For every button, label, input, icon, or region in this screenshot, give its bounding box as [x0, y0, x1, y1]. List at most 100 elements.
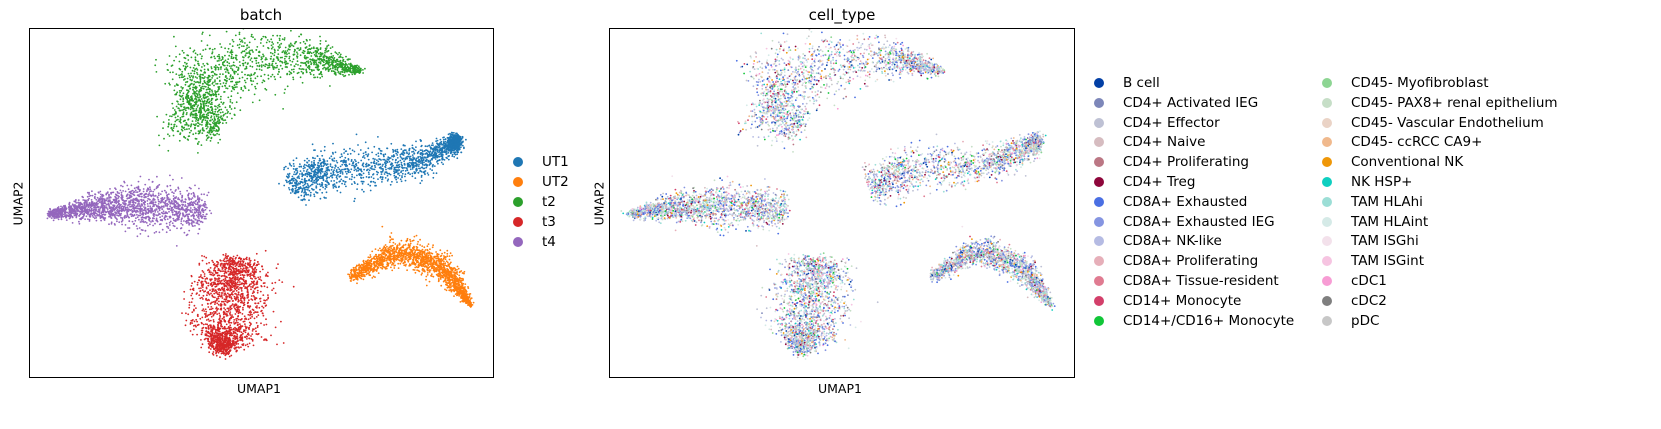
scatter-point: [315, 185, 318, 188]
scatter-point: [277, 53, 280, 55]
scatter-point: [376, 173, 379, 176]
scatter-point: [220, 66, 223, 68]
scatter-point: [261, 268, 264, 271]
scatter-point: [210, 302, 212, 305]
scatter-point: [250, 283, 253, 285]
scatter-point: [174, 45, 177, 48]
scatter-point: [226, 116, 229, 118]
scatter-point: [236, 86, 238, 88]
scatter-point: [127, 188, 130, 191]
scatter-point: [217, 295, 220, 298]
scatter-point: [406, 259, 409, 262]
scatter-point: [206, 334, 208, 337]
scatter-point: [216, 313, 219, 315]
scatter-point: [296, 53, 299, 55]
scatter-point: [345, 172, 348, 175]
scatter-point: [425, 284, 428, 287]
scatter-point: [183, 126, 186, 129]
scatter-point: [242, 29, 245, 30]
scatter-point: [193, 217, 195, 220]
scatter-point: [432, 176, 435, 179]
scatter-point: [355, 133, 358, 136]
scatter-point: [420, 145, 423, 148]
scatter-point: [393, 170, 395, 173]
scatter-point: [196, 216, 199, 218]
scatter-point: [309, 39, 311, 41]
scatter-point: [228, 62, 231, 65]
scatter-point: [195, 307, 197, 309]
scatter-point: [179, 193, 182, 195]
scatter-point: [321, 171, 324, 173]
scatter-point: [334, 151, 337, 154]
scatter-point: [338, 56, 340, 59]
scatter-point: [198, 109, 201, 112]
scatter-point: [253, 93, 256, 96]
scatter-point: [198, 294, 201, 296]
scatter-point: [300, 191, 303, 193]
scatter-point: [190, 75, 193, 77]
scatter-point: [63, 213, 65, 216]
scatter-point: [193, 49, 196, 52]
scatter-point: [95, 198, 98, 201]
scatter-point: [450, 285, 452, 288]
scatter-point: [218, 63, 221, 66]
scatter-point: [218, 312, 221, 315]
scatter-point: [244, 331, 247, 334]
scatter-point: [156, 115, 158, 118]
scatter-point: [202, 308, 205, 310]
scatter-point: [395, 152, 398, 155]
scatter-point: [187, 221, 190, 224]
scatter-point: [237, 66, 240, 69]
scatter-point: [229, 268, 232, 271]
scatter-point: [199, 80, 202, 83]
scatter-point: [80, 203, 82, 206]
scatter-point: [444, 288, 446, 291]
scatter-point: [427, 243, 430, 246]
scatter-point: [75, 202, 78, 204]
scatter-point: [351, 183, 353, 186]
scatter-point: [266, 39, 269, 41]
scatter-point: [217, 67, 220, 69]
scatter-point: [328, 157, 331, 160]
scatter-point: [197, 323, 200, 326]
scatter-point: [197, 130, 200, 132]
scatter-point: [196, 101, 198, 103]
scatter-point: [192, 89, 195, 91]
scatter-point: [413, 172, 416, 175]
scatter-point: [306, 168, 309, 171]
scatter-point: [289, 163, 291, 166]
scatter-point: [297, 64, 299, 66]
scatter-point: [244, 325, 247, 328]
scatter-point: [152, 224, 154, 227]
scatter-point: [172, 127, 175, 129]
scatter-point: [161, 190, 164, 193]
scatter-point: [435, 137, 438, 140]
scatter-point: [240, 290, 243, 292]
scatter-point: [210, 308, 213, 310]
scatter-point: [353, 176, 356, 179]
scatter-point: [342, 73, 344, 76]
scatter-point: [99, 196, 102, 198]
scatter-point: [411, 154, 414, 156]
scatter-point: [245, 48, 247, 51]
scatter-point: [292, 78, 295, 81]
scatter-point: [301, 178, 303, 181]
scatter-point: [237, 293, 240, 296]
scatter-point: [214, 80, 216, 83]
scatter-point: [351, 73, 354, 76]
scatter-point: [201, 309, 204, 312]
scatter-point: [390, 266, 392, 269]
scatter-point: [221, 111, 224, 113]
scatter-point: [187, 217, 189, 220]
scatter-point: [214, 296, 216, 299]
scatter-point: [217, 308, 220, 310]
scatter-point: [146, 190, 148, 193]
scatter-point: [383, 258, 386, 261]
scatter-point: [256, 326, 259, 329]
scatter-point: [310, 161, 313, 163]
scatter-point: [282, 108, 284, 110]
scatter-point: [428, 144, 430, 147]
scatter-point: [200, 98, 203, 100]
scatter-point: [97, 200, 99, 203]
scatter-point: [335, 52, 338, 55]
